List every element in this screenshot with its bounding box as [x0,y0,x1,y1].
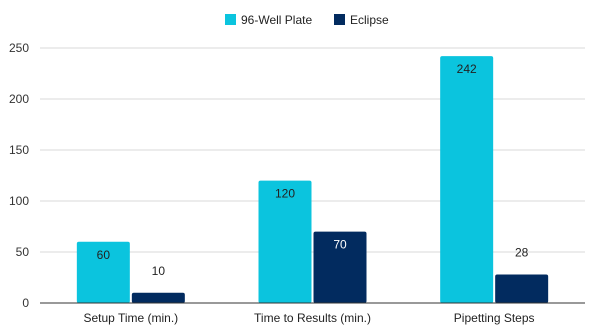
bar-eclipse-time-to-results-min [313,231,367,303]
bar-eclipse-pipetting-steps [495,274,549,303]
data-label-96-well-plate-pipetting-steps: 242 [457,62,477,76]
y-tick-label-250: 250 [9,41,29,55]
x-tick-label-time-to-results-min: Time to Results (min.) [254,311,371,325]
x-tick-label-setup-time-min: Setup Time (min.) [83,311,178,325]
legend-label-96-well-plate: 96-Well Plate [241,13,312,27]
data-label-eclipse-pipetting-steps: 28 [515,245,529,259]
bar-96-well-plate-setup-time-min [76,241,130,303]
y-tick-label-100: 100 [9,194,29,208]
bar-96-well-plate-time-to-results-min [258,180,312,303]
bar-96-well-plate-pipetting-steps [440,56,494,303]
data-label-eclipse-time-to-results-min: 70 [333,238,347,252]
x-axis: Setup Time (min.) Time to Results (min.) P… [40,302,585,325]
chart-gridlines [40,47,585,253]
bar-eclipse-setup-time-min [131,292,185,303]
legend-swatch-96-well-plate [225,14,236,25]
y-tick-label-150: 150 [9,143,29,157]
legend-swatch-eclipse [334,14,345,25]
y-tick-label-200: 200 [9,92,29,106]
y-tick-label-0: 0 [22,296,29,310]
data-label-96-well-plate-time-to-results-min: 120 [275,187,295,201]
y-axis: 0 50 100 150 200 250 [9,41,29,310]
chart-legend: 96-Well Plate Eclipse [225,13,389,27]
chart-bars: 60 10 120 70 242 28 [76,56,549,303]
legend-label-eclipse: Eclipse [350,13,389,27]
data-label-eclipse-setup-time-min: 10 [152,264,166,278]
x-tick-label-pipetting-steps: Pipetting Steps [454,311,535,325]
data-label-96-well-plate-setup-time-min: 60 [97,248,111,262]
y-tick-label-50: 50 [16,245,30,259]
